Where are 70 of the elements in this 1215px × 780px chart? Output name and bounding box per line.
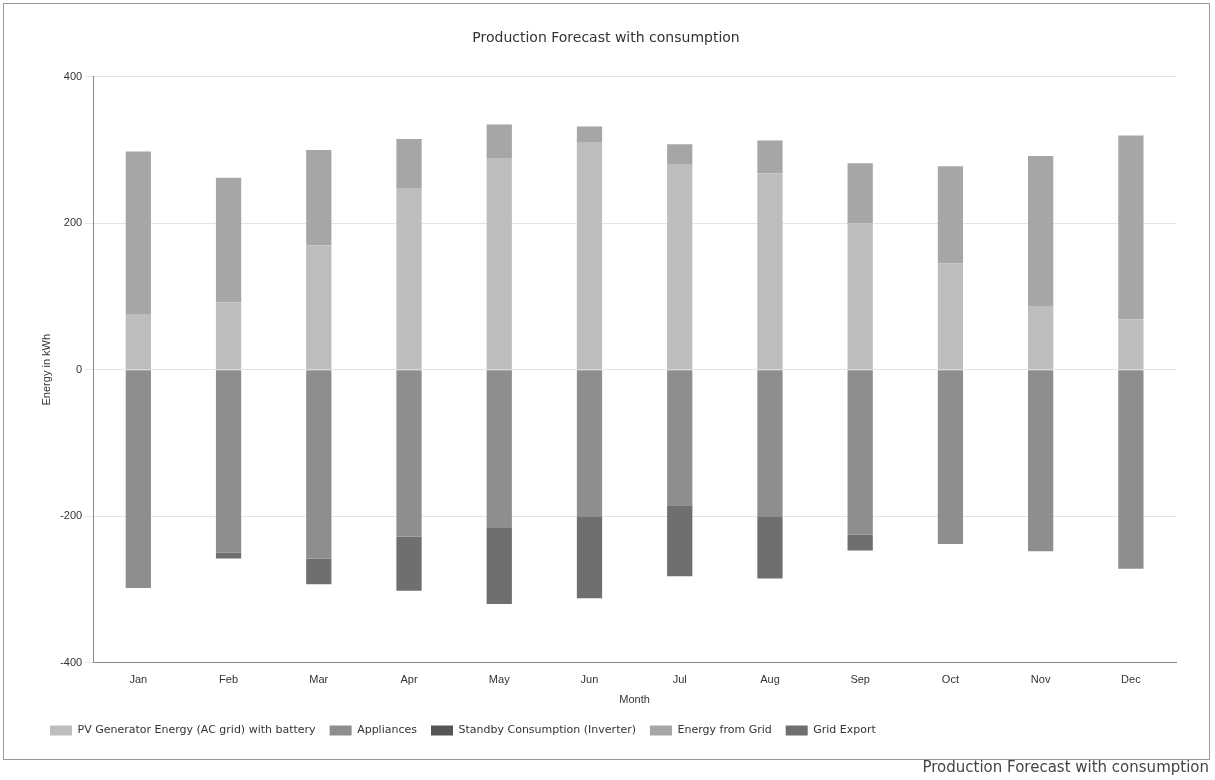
x-tick-label: Dec — [1121, 673, 1142, 686]
bar — [757, 140, 783, 174]
legend-label: PV Generator Energy (AC grid) with battery — [77, 723, 317, 737]
bar — [757, 173, 783, 370]
x-axis-title: Month — [619, 693, 650, 706]
bar — [125, 314, 151, 370]
x-tick-label: Jan — [129, 673, 148, 686]
text: Production Forecast with consumption — [922, 758, 1209, 776]
bar — [215, 302, 242, 370]
x-tick-label: Mar — [309, 673, 329, 686]
chart-title: Production Forecast with consumption — [472, 29, 740, 46]
bar — [1118, 319, 1144, 370]
bar — [486, 124, 512, 159]
bar — [757, 370, 783, 517]
bar — [306, 245, 332, 370]
y-tick-label: -400 — [60, 655, 83, 668]
bar — [667, 505, 693, 577]
y-tick-label: -200 — [60, 509, 83, 522]
x-tick-label: Apr — [400, 673, 418, 686]
bar — [576, 126, 603, 143]
x-tick-label: Aug — [760, 673, 780, 686]
bar — [396, 370, 422, 537]
bar — [306, 558, 332, 585]
bar — [667, 164, 693, 370]
bar — [847, 223, 873, 370]
bar — [215, 552, 242, 559]
bar — [125, 370, 151, 588]
bar — [1028, 305, 1054, 370]
x-tick-label: Jun — [580, 673, 599, 686]
x-tick-label: Jul — [672, 673, 687, 686]
bar — [1028, 155, 1054, 306]
bar — [306, 150, 332, 246]
bar — [937, 263, 964, 370]
y-axis-title: Energy in kWh — [39, 333, 52, 406]
legend-label: Grid Export — [813, 723, 877, 737]
bar — [125, 151, 151, 315]
bar — [847, 370, 873, 535]
legend-label: Energy from Grid — [677, 723, 772, 737]
bar — [215, 177, 242, 303]
bar — [306, 370, 332, 559]
bar — [576, 370, 603, 517]
x-tick-label: Feb — [219, 673, 239, 686]
bar — [396, 139, 422, 189]
bar — [215, 370, 242, 553]
bar — [937, 166, 964, 264]
bar — [667, 144, 693, 165]
bar — [1118, 370, 1144, 569]
bar — [667, 370, 693, 506]
legend-label: Standby Consumption (Inverter) — [458, 723, 637, 737]
y-tick-label: 400 — [63, 69, 83, 82]
bar — [757, 516, 783, 579]
bar — [486, 158, 512, 370]
y-tick-label: 200 — [63, 216, 83, 229]
x-tick-label: Oct — [941, 673, 959, 686]
bar — [576, 516, 603, 599]
bar — [486, 527, 512, 605]
y-tick-label: 0 — [76, 362, 83, 375]
bar — [847, 163, 873, 224]
x-tick-label: Nov — [1030, 673, 1051, 686]
bar — [576, 142, 603, 370]
bar — [396, 536, 422, 591]
bar — [937, 370, 964, 544]
legend-label: Appliances — [357, 723, 418, 737]
x-tick-label: Sep — [850, 673, 870, 686]
bar — [486, 370, 512, 528]
bar — [396, 188, 422, 370]
bar — [1028, 370, 1054, 552]
bar — [1118, 135, 1144, 320]
bar — [847, 534, 873, 551]
x-tick-label: May — [488, 673, 511, 686]
